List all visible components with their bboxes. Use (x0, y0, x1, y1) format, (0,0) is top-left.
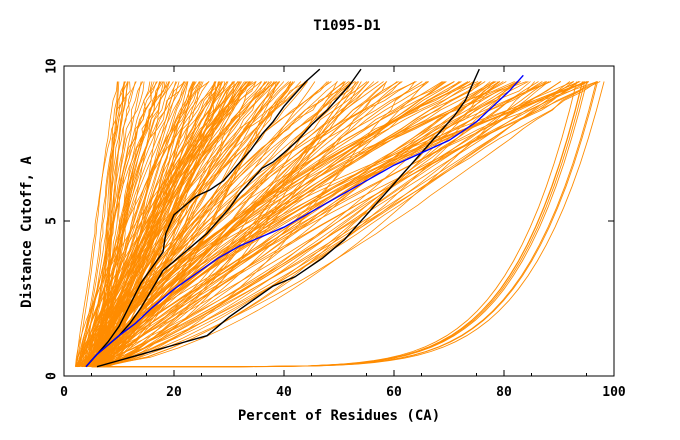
background-model-curve (76, 81, 126, 367)
background-model-curve (105, 81, 461, 367)
background-model-curve (91, 81, 189, 367)
background-model-curve (105, 81, 519, 368)
background-model-curve (89, 81, 549, 368)
background-model-curve (75, 81, 247, 367)
background-model-curve (105, 81, 210, 367)
highlight-black-curve-1 (85, 68, 321, 368)
background-model-curve (97, 81, 353, 368)
background-model-curve (97, 81, 491, 368)
background-model-curve (79, 81, 291, 368)
background-model-curve (75, 81, 118, 367)
background-model-curve (103, 81, 239, 367)
x-axis-label: Percent of Residues (CA) (238, 408, 440, 424)
background-model-curve (77, 81, 338, 368)
background-model-curve (89, 81, 543, 368)
x-tick-label: 0 (60, 385, 68, 400)
background-model-curve (106, 81, 529, 367)
background-model-curve (87, 81, 144, 367)
background-model-curve (107, 81, 455, 367)
background-model-curve (107, 81, 216, 367)
chart-title: T1095-D1 (313, 18, 380, 34)
background-model-curve (77, 81, 571, 368)
background-model-curve (105, 81, 357, 368)
background-model-curve (97, 81, 241, 367)
background-model-curve (97, 81, 125, 367)
background-model-curve (75, 81, 443, 367)
background-model-curve (91, 81, 495, 368)
background-model-curve (104, 81, 598, 367)
background-model-curve (96, 81, 497, 368)
x-tick-label: 100 (602, 385, 626, 400)
background-model-curve (86, 81, 499, 368)
background-model-curve (86, 81, 598, 368)
background-model-curve (91, 81, 584, 368)
background-model-curve (101, 81, 137, 367)
background-model-curve (97, 81, 289, 367)
highlight-black-curve-3 (96, 68, 480, 368)
background-model-curve (76, 81, 129, 367)
y-axis-label: Distance Cutoff, A (19, 156, 35, 308)
background-model-curve (98, 81, 482, 367)
background-model-curve (103, 81, 416, 368)
background-model-curve (105, 81, 294, 368)
background-model-curve (97, 81, 536, 368)
background-model-curve (80, 81, 262, 367)
background-model-curve (88, 81, 129, 367)
background-model-curve (86, 81, 501, 368)
y-tick-label: 10 (45, 58, 60, 74)
background-model-curve (77, 81, 527, 367)
background-model-curve (87, 81, 423, 367)
background-model-curve (88, 81, 186, 367)
background-model-curve (94, 81, 601, 367)
background-model-curve (100, 81, 164, 367)
background-model-curve (76, 81, 185, 367)
background-model-curve (75, 81, 252, 367)
background-model-curve (100, 81, 263, 367)
highlight-blue-curve (85, 74, 524, 368)
y-tick-label: 0 (45, 372, 60, 380)
background-model-curve (78, 81, 197, 368)
x-tick-label: 40 (276, 385, 292, 400)
background-model-curve (92, 81, 356, 367)
highlighted-series-group (85, 68, 524, 368)
axis-ticks: 0 20 40 60 80 100 0 5 10 (45, 58, 626, 400)
background-model-curve (75, 81, 158, 367)
background-model-curve (80, 81, 332, 367)
background-model-curve (99, 81, 196, 367)
background-model-curve (85, 81, 580, 367)
background-model-curve (102, 81, 589, 368)
background-model-curve (95, 81, 201, 367)
background-model-curve (104, 81, 575, 368)
background-model-curve (92, 81, 399, 367)
background-model-curve (86, 81, 353, 367)
background-model-curve (89, 81, 375, 368)
background-model-curve (91, 81, 585, 368)
y-tick-label: 5 (45, 217, 60, 225)
highlight-black-curve-2 (85, 68, 362, 368)
background-model-curve (96, 81, 171, 367)
background-model-curve (84, 81, 170, 367)
x-tick-label: 60 (386, 385, 402, 400)
x-tick-label: 20 (166, 385, 182, 400)
x-tick-label: 80 (496, 385, 512, 400)
